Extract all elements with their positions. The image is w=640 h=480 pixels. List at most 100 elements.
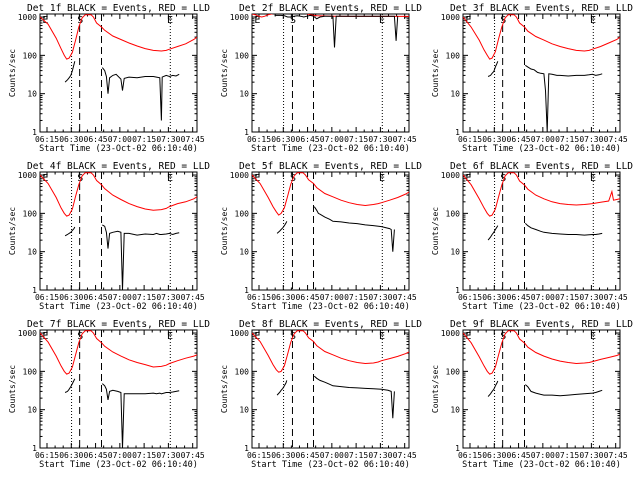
events-series-line [274,14,399,48]
y-tick-label: 1000 [18,171,37,180]
chart-title: Det 6f BLACK = Events, RED = LLD [450,161,633,172]
events-series-line [64,61,180,121]
event-marker-label: E [42,331,48,342]
chart-panel: Det 2f BLACK = Events, RED = LLD 1 10 100 10… [220,3,422,154]
lld-series-line [252,172,409,216]
y-tick-label: 10 [239,90,249,99]
x-tick-label: 06:15 [458,135,482,144]
x-axis-label: Start Time (23-Oct-02 06:10:40) [251,144,410,154]
plot-frame [39,171,198,291]
event-marker-label: S [290,15,296,26]
y-tick-label: 1 [244,286,249,295]
events-series-line [487,380,603,397]
chart-panel: Det 3f BLACK = Events, RED = LLD 1 10 100 10… [431,3,633,154]
chart-title: Det 5f BLACK = Events, RED = LLD [239,161,422,172]
y-tick-label: 10 [450,248,460,257]
y-tick-label: 100 [446,209,461,218]
event-marker-label: E [379,173,385,184]
x-axis-label: Start Time (23-Oct-02 06:10:40) [251,460,410,470]
x-tick-label: 07:30 [579,451,603,460]
event-marker-label: S [77,15,83,26]
y-tick-label: 1 [455,444,460,453]
y-tick-label: 1000 [18,13,37,22]
y-tick-label: 1 [32,444,37,453]
x-tick-label: 06:30 [271,135,295,144]
x-tick-label: 07:00 [320,451,344,460]
y-tick-label: 1 [244,444,249,453]
y-tick-label: 1000 [230,13,249,22]
y-tick-label: 1 [244,128,249,137]
plot-frame [251,171,410,291]
chart-title: Det 3f BLACK = Events, RED = LLD [450,3,633,14]
x-tick-label: 07:15 [555,135,579,144]
y-tick-label: 10 [450,406,460,415]
x-tick-label: 06:30 [59,135,83,144]
data-layer [40,330,197,448]
y-tick-label: 10 [27,248,37,257]
chart-title: Det 9f BLACK = Events, RED = LLD [450,319,633,330]
y-tick-label: 1 [32,286,37,295]
y-tick-label: 100 [446,367,461,376]
event-marker-label: E [465,15,471,26]
y-tick-label: 1000 [441,171,460,180]
y-tick-label: 10 [450,90,460,99]
y-tick-label: 1000 [18,329,37,338]
x-tick-label: 07:00 [108,135,132,144]
events-series-line [276,206,395,252]
y-tick-label: 1 [32,128,37,137]
event-marker-label: E [465,173,471,184]
x-axis-label: Start Time (23-Oct-02 06:10:40) [39,144,198,154]
y-axis-label: Counts/sec [8,365,17,413]
y-tick-label: 1 [455,286,460,295]
event-marker-label: S [500,331,506,342]
y-axis-label: Counts/sec [8,207,17,255]
x-tick-label: 06:45 [507,293,531,302]
x-tick-label: 07:45 [604,293,628,302]
x-axis-label: Start Time (23-Oct-02 06:10:40) [462,460,621,470]
x-tick-label: 07:30 [368,293,392,302]
event-marker-label: E [167,173,173,184]
x-tick-label: 06:30 [482,451,506,460]
chart-panel: Det 6f BLACK = Events, RED = LLD 1 10 100 10… [431,161,633,312]
x-tick-label: 07:15 [132,451,156,460]
y-axis-label: Counts/sec [8,49,17,97]
x-tick-label: 07:15 [344,135,368,144]
x-tick-label: 06:15 [247,293,271,302]
event-marker-label: E [590,15,596,26]
x-tick-label: 06:45 [507,135,531,144]
events-series-line [487,61,603,132]
x-tick-label: 06:15 [247,451,271,460]
lld-series-line [252,330,409,373]
data-layer [463,172,620,241]
y-tick-label: 1000 [441,13,460,22]
plot-frame [462,171,621,291]
chart-panel: Det 8f BLACK = Events, RED = LLD 1 10 100 10… [220,319,422,470]
x-tick-label: 07:15 [555,293,579,302]
plot-frame [39,329,198,449]
chart-title: Det 2f BLACK = Events, RED = LLD [239,3,422,14]
event-marker-label: E [254,331,260,342]
event-marker-label: E [167,15,173,26]
y-tick-label: 100 [23,51,38,60]
x-tick-label: 07:00 [531,135,555,144]
x-tick-label: 07:15 [132,135,156,144]
x-tick-label: 06:45 [507,451,531,460]
event-marker-label: S [77,331,83,342]
y-axis-label: Counts/sec [220,49,229,97]
x-tick-label: 07:45 [393,135,417,144]
y-axis-label: Counts/sec [220,207,229,255]
plot-frame [462,329,621,449]
x-tick-label: 06:45 [84,451,108,460]
plot-frame [251,13,410,133]
x-tick-label: 07:00 [108,293,132,302]
plot-frame [39,13,198,133]
x-tick-label: 07:00 [531,451,555,460]
plot-frame [462,13,621,133]
lld-series-line [463,172,620,217]
chart-title: Det 8f BLACK = Events, RED = LLD [239,319,422,330]
x-tick-label: 07:30 [156,135,180,144]
data-layer [463,14,620,132]
events-series-line [276,375,395,419]
data-layer [252,172,409,252]
x-tick-label: 06:30 [482,135,506,144]
